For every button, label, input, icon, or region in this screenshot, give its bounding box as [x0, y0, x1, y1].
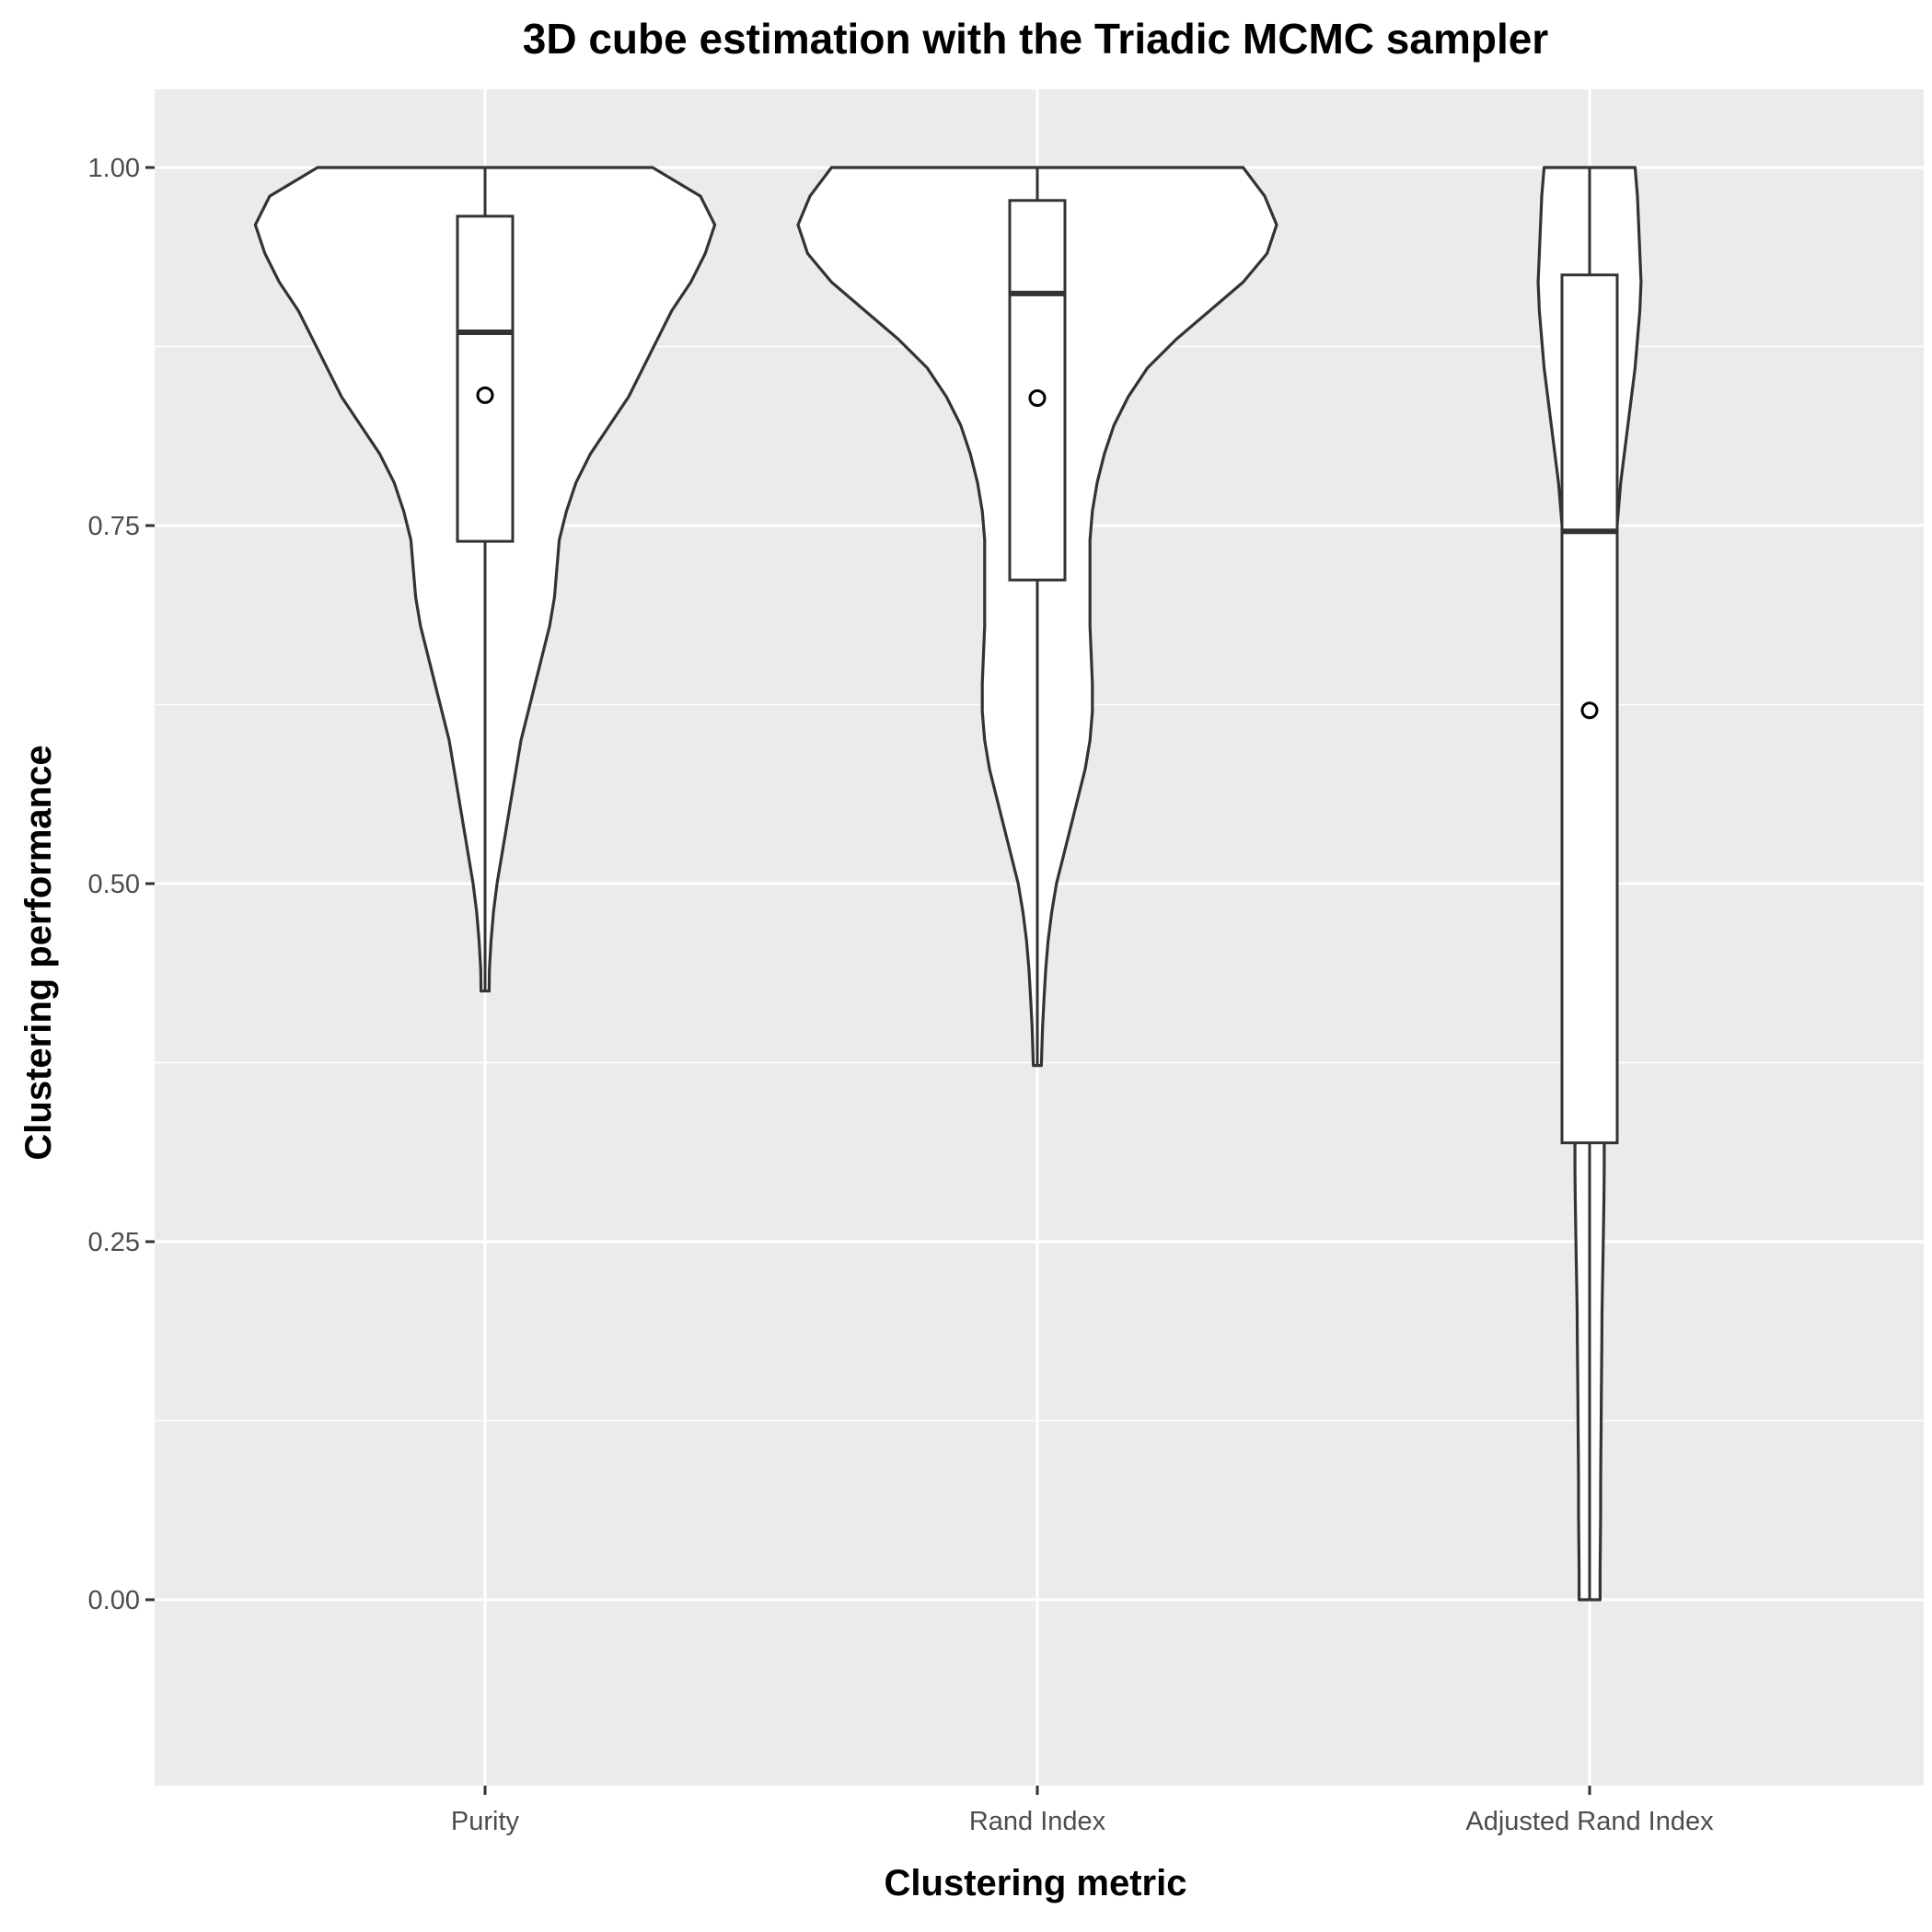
x-tick-label: Rand Index	[969, 1807, 1106, 1836]
y-tick-label: 1.00	[88, 154, 140, 183]
violin-group	[253, 166, 717, 993]
x-axis-title: Clustering metric	[885, 1863, 1187, 1903]
violin-group	[1536, 166, 1643, 1602]
y-axis: 0.00 0.25 0.50 0.75 1.00	[88, 154, 155, 1615]
violin-group	[796, 166, 1278, 1068]
x-axis: Purity Rand Index Adjusted Rand Index	[451, 1786, 1714, 1836]
x-tick-label: Adjusted Rand Index	[1465, 1807, 1714, 1836]
mean-point	[1028, 389, 1047, 408]
mean-point	[1580, 701, 1599, 720]
y-tick-label: 0.25	[88, 1228, 140, 1257]
y-tick-label: 0.75	[88, 512, 140, 541]
x-tick-label: Purity	[451, 1807, 520, 1836]
y-axis-title: Clustering performance	[18, 745, 59, 1160]
chart-title: 3D cube estimation with the Triadic MCMC…	[523, 15, 1549, 63]
y-tick-label: 0.00	[88, 1586, 140, 1615]
y-tick-label: 0.50	[88, 870, 140, 899]
violins	[253, 166, 1643, 1602]
box-iqr	[456, 214, 515, 543]
mean-point	[476, 386, 494, 404]
